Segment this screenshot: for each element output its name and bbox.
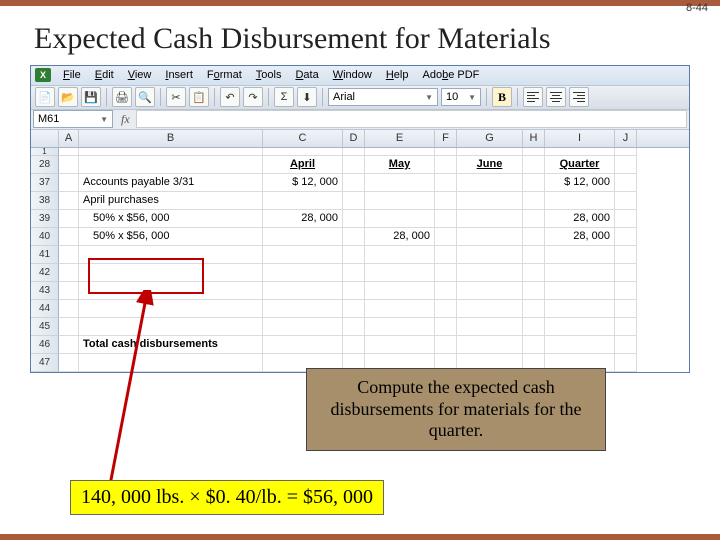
formula-box: 140, 000 lbs. × $0. 40/lb. = $56, 000 (70, 480, 384, 515)
callout-box: Compute the expected cash disbursements … (306, 368, 606, 451)
slide-frame (0, 0, 720, 540)
page-number: 8-44 (686, 2, 708, 14)
